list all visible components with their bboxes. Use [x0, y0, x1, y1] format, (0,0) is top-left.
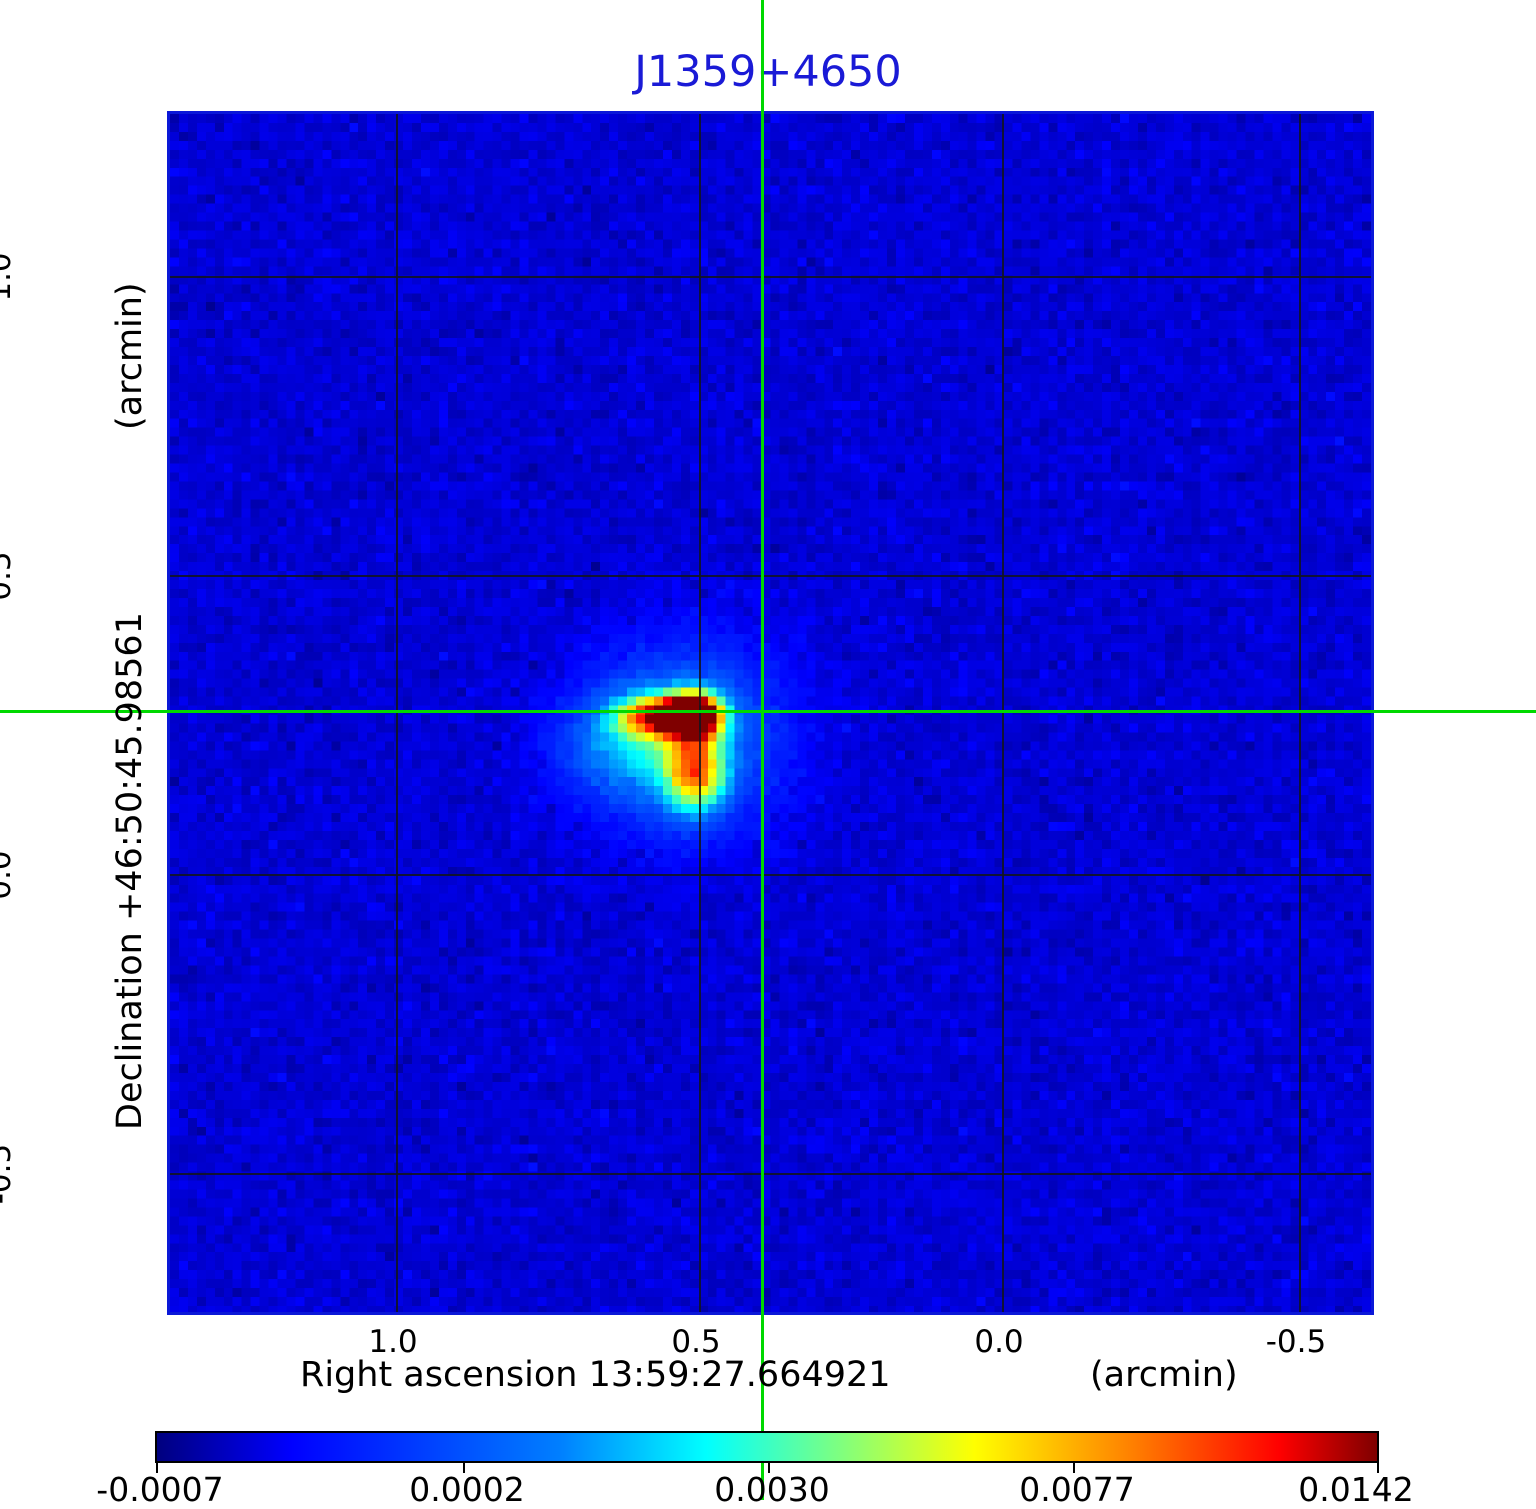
sky-image-plot[interactable] [167, 111, 1374, 1315]
xtick-label-2: 0.5 [671, 1324, 721, 1360]
colorbar-tick-2 [463, 1463, 465, 1473]
gridline-dec-0.0 [170, 874, 1371, 876]
gridline-dec-0.5 [170, 575, 1371, 577]
colorbar-tick-3 [768, 1463, 770, 1473]
x-axis-units: (arcmin) [1090, 1355, 1238, 1395]
gridline-ra-1.0 [396, 114, 398, 1312]
ytick-label-3: 0.0 [0, 850, 18, 900]
colorbar-tick-1 [156, 1463, 158, 1473]
ytick-label-4: -0.5 [0, 1143, 18, 1205]
colorbar-label-4: 0.0077 [1019, 1470, 1135, 1509]
gridline-dec-1.0 [170, 276, 1371, 278]
y-axis-title: Declination +46:50:45.98561 [110, 612, 150, 1130]
colorbar-label-5: 0.0142 [1298, 1470, 1414, 1509]
y-axis-units: (arcmin) [110, 282, 150, 430]
gridline-dec-neg0.5 [170, 1173, 1371, 1175]
xtick-label-3: 0.0 [974, 1324, 1024, 1360]
ytick-label-2: 0.5 [0, 551, 18, 601]
crosshair-vertical-line [761, 0, 764, 1500]
gridline-ra-0.0 [1002, 114, 1004, 1312]
crosshair-horizontal-line [0, 710, 1536, 713]
intensity-colorbar[interactable] [155, 1431, 1379, 1463]
colorbar-label-1: -0.0007 [96, 1470, 224, 1509]
colorbar-label-2: 0.0002 [409, 1470, 525, 1509]
colorbar-label-3: 0.0030 [714, 1470, 830, 1509]
x-axis-title: Right ascension 13:59:27.664921 [300, 1355, 891, 1395]
xtick-label-1: 1.0 [368, 1324, 418, 1360]
xtick-label-4: -0.5 [1265, 1324, 1327, 1360]
page-title: J1359+4650 [634, 47, 902, 97]
radio-map-canvas [170, 114, 1371, 1312]
gridline-ra-neg0.5 [1299, 114, 1301, 1312]
ytick-label-1: 1.0 [0, 252, 18, 302]
gridline-ra-0.5 [699, 114, 701, 1312]
colorbar-tick-4 [1073, 1463, 1075, 1473]
colorbar-tick-5 [1377, 1463, 1379, 1473]
